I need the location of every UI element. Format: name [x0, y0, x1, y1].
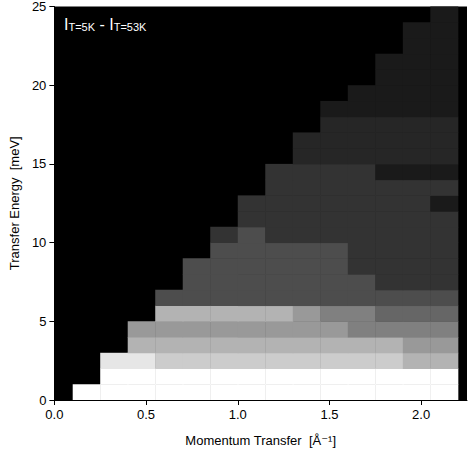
svg-text:0.5: 0.5 [137, 407, 155, 422]
svg-text:0.0: 0.0 [45, 407, 63, 422]
svg-text:Transfer Energy [meV]: Transfer Energy [meV] [7, 136, 22, 270]
svg-text:I: I [64, 15, 69, 33]
svg-text:15: 15 [32, 156, 46, 171]
svg-text:T=5K: T=5K [68, 21, 95, 33]
svg-text:25: 25 [32, 0, 46, 14]
svg-text:1.0: 1.0 [229, 407, 247, 422]
svg-text:1.5: 1.5 [320, 407, 338, 422]
svg-text:10: 10 [32, 235, 46, 250]
svg-text:5: 5 [39, 314, 46, 329]
svg-text:0: 0 [39, 393, 46, 408]
svg-text:- I: - I [99, 16, 113, 33]
svg-text:20: 20 [32, 78, 46, 93]
svg-text:Momentum Transfer [Å⁻¹]: Momentum Transfer [Å⁻¹] [185, 433, 336, 448]
svg-text:T=53K: T=53K [114, 21, 147, 33]
svg-text:2.0: 2.0 [412, 407, 430, 422]
